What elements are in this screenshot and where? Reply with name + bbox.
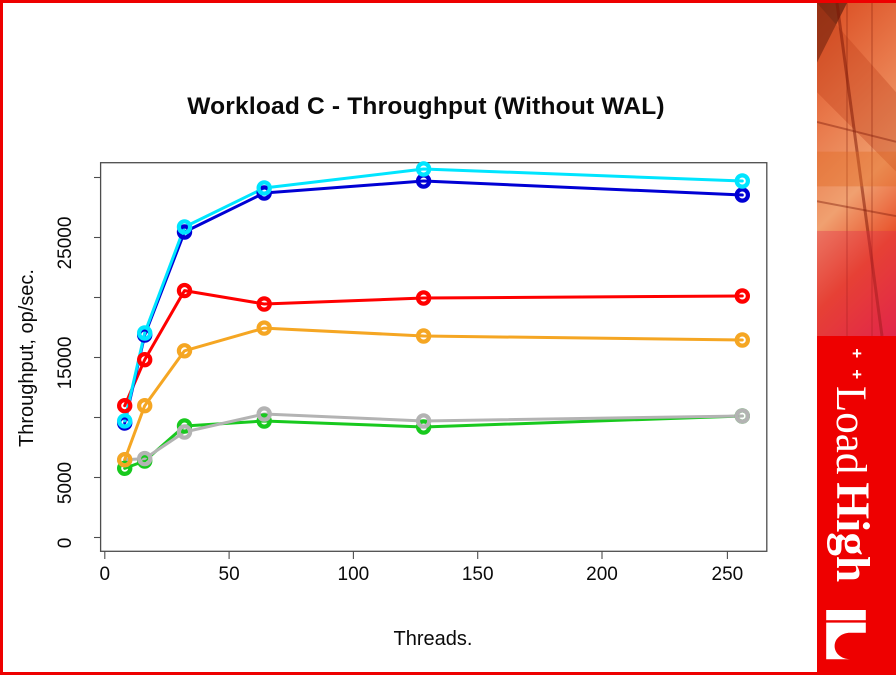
svg-text:200: 200 xyxy=(586,564,618,585)
svg-text:25000: 25000 xyxy=(55,217,76,270)
svg-text:0: 0 xyxy=(100,564,111,585)
svg-text:50: 50 xyxy=(219,564,240,585)
svg-text:0: 0 xyxy=(55,538,76,549)
svg-text:15000: 15000 xyxy=(55,337,76,390)
svg-text:250: 250 xyxy=(712,564,744,585)
svg-text:5000: 5000 xyxy=(55,462,76,504)
svg-text:Throughput, op/sec.: Throughput, op/sec. xyxy=(16,269,38,447)
svg-text:150: 150 xyxy=(462,564,494,585)
svg-text:100: 100 xyxy=(338,564,370,585)
svg-text:Threads.: Threads. xyxy=(394,628,473,650)
